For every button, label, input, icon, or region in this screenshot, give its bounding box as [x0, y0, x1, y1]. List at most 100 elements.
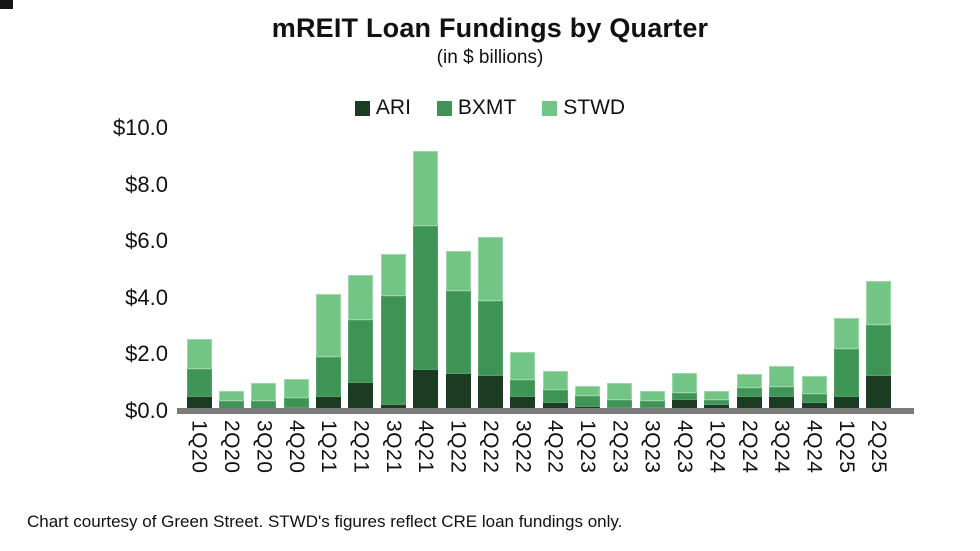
x-axis-label-3q24: 3Q24 [770, 420, 794, 474]
x-label-cell: 3Q22 [507, 420, 539, 505]
segment-bxmt-2q21 [348, 320, 374, 383]
x-axis-label-3q21: 3Q21 [381, 420, 405, 474]
corner-artifact [0, 0, 13, 9]
x-axis-label-4q20: 4Q20 [284, 420, 308, 474]
segment-bxmt-3q24 [769, 386, 795, 397]
bar-1q23 [571, 128, 603, 411]
x-axis-label-3q23: 3Q23 [640, 420, 664, 474]
segment-ari-4q24 [801, 402, 827, 411]
bar-stack [866, 280, 892, 411]
chart-subtitle: (in $ billions) [436, 47, 544, 68]
segment-stwd-1q20 [186, 338, 212, 369]
bar-stack [316, 293, 342, 411]
x-label-cell: 4Q24 [798, 420, 830, 505]
footer-note: Chart courtesy of Green Street. STWD's f… [27, 512, 623, 531]
segment-stwd-4q20 [283, 378, 309, 399]
bar-2q21 [345, 128, 377, 411]
segment-ari-2q25 [866, 375, 892, 411]
bar-3q21 [377, 128, 409, 411]
bar-stack [186, 338, 212, 411]
bar-stack [283, 378, 309, 411]
bar-1q25 [830, 128, 862, 411]
segment-stwd-1q25 [833, 317, 859, 349]
y-tick-label: $0.0 [125, 398, 168, 423]
segment-bxmt-2q25 [866, 324, 892, 376]
x-label-cell: 3Q20 [248, 420, 280, 505]
x-axis-label-1q20: 1Q20 [187, 420, 211, 474]
segment-ari-1q22 [445, 374, 471, 411]
x-axis-label-3q22: 3Q22 [511, 420, 535, 474]
bar-2q25 [863, 128, 895, 411]
bar-stack [833, 317, 859, 411]
x-axis-label-1q21: 1Q21 [317, 420, 341, 474]
x-label-cell: 3Q24 [765, 420, 797, 505]
bar-2q20 [215, 128, 247, 411]
segment-bxmt-2q23 [607, 399, 633, 409]
segment-bxmt-3q20 [251, 401, 277, 410]
segment-stwd-4q23 [672, 372, 698, 393]
segment-stwd-3q20 [251, 382, 277, 402]
segment-bxmt-3q22 [510, 379, 536, 397]
legend-item-ari: ARI [354, 96, 411, 120]
segment-bxmt-1q20 [186, 368, 212, 397]
x-label-cell: 2Q21 [345, 420, 377, 505]
segment-ari-1q20 [186, 396, 212, 411]
segment-bxmt-3q21 [380, 296, 406, 406]
x-label-cell: 1Q25 [830, 420, 862, 505]
legend-label-stwd: STWD [563, 96, 626, 119]
bar-stack [801, 375, 827, 411]
segment-ari-4q23 [672, 399, 698, 411]
bar-3q24 [765, 128, 797, 411]
x-axis-label-2q20: 2Q20 [220, 420, 244, 474]
bar-3q20 [248, 128, 280, 411]
segment-bxmt-2q20 [219, 401, 245, 410]
bar-3q22 [507, 128, 539, 411]
segment-bxmt-4q23 [672, 392, 698, 400]
x-label-cell: 2Q25 [863, 420, 895, 505]
segment-ari-3q22 [510, 396, 536, 411]
y-axis: $10.0 $8.0 $6.0 $4.0 $2.0 $0.0 [83, 115, 168, 423]
legend-item-stwd: STWD [542, 96, 625, 120]
bar-stack [736, 374, 762, 411]
x-label-cell: 1Q22 [442, 420, 474, 505]
segment-stwd-2q25 [866, 280, 892, 325]
x-label-cell: 1Q23 [571, 420, 603, 505]
segment-stwd-4q22 [542, 371, 568, 390]
segment-ari-1q21 [316, 396, 342, 411]
x-label-cell: 4Q22 [539, 420, 571, 505]
segment-stwd-3q22 [510, 351, 536, 380]
x-label-cell: 1Q21 [312, 420, 344, 505]
bar-4q22 [539, 128, 571, 411]
bar-4q21 [410, 128, 442, 411]
x-axis-label-4q23: 4Q23 [673, 420, 697, 474]
segment-ari-2q24 [736, 396, 762, 411]
bar-stack [542, 371, 568, 411]
bar-stack [672, 372, 698, 411]
segment-stwd-2q22 [477, 236, 503, 301]
x-label-cell: 3Q23 [636, 420, 668, 505]
segment-bxmt-4q21 [413, 225, 439, 370]
bar-4q24 [798, 128, 830, 411]
segment-bxmt-2q22 [477, 300, 503, 376]
segment-bxmt-1q24 [704, 399, 730, 406]
x-axis-label-4q24: 4Q24 [802, 420, 826, 474]
y-tick-label: $10.0 [112, 115, 168, 140]
segment-stwd-3q24 [769, 365, 795, 387]
segment-stwd-3q23 [639, 391, 665, 402]
segment-stwd-2q24 [736, 374, 762, 389]
x-axis-label-2q25: 2Q25 [867, 420, 891, 474]
x-axis-label-1q23: 1Q23 [575, 420, 599, 474]
bar-4q23 [668, 128, 700, 411]
legend-label-ari: ARI [375, 96, 411, 119]
segment-bxmt-1q25 [833, 348, 859, 397]
segment-stwd-4q24 [801, 375, 827, 394]
x-axis-labels: 1Q20 2Q20 3Q20 4Q20 1Q21 2Q21 3Q21 4Q21 1Q22 2Q22… [183, 420, 895, 505]
segment-bxmt-4q22 [542, 389, 568, 403]
legend-item-bxmt: BXMT [436, 96, 516, 120]
segment-bxmt-3q23 [639, 401, 665, 409]
bar-3q23 [636, 128, 668, 411]
x-label-cell: 2Q24 [733, 420, 765, 505]
x-axis-label-2q21: 2Q21 [349, 420, 373, 474]
stwd-swatch-icon [542, 100, 558, 116]
segment-bxmt-1q23 [574, 395, 600, 407]
